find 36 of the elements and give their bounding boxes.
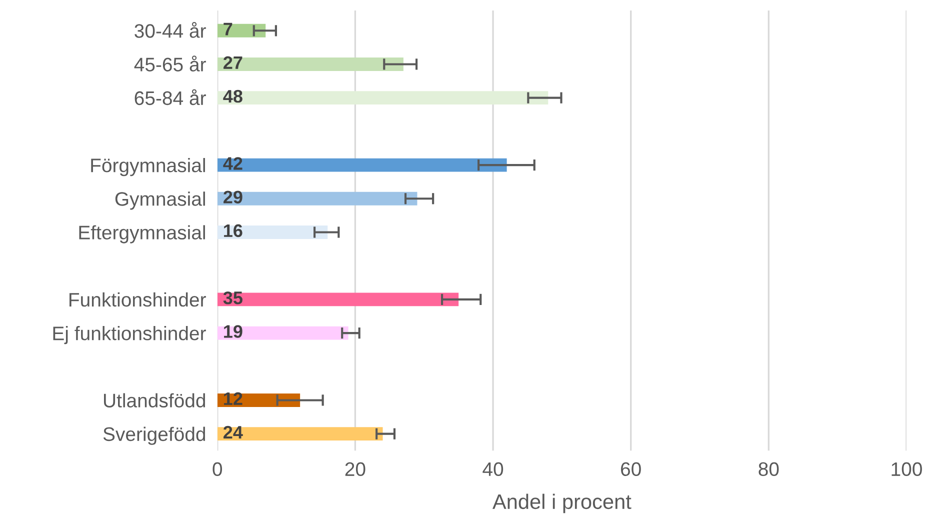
data-label: 24 xyxy=(224,426,243,439)
y-tick-label: Förgymnasial xyxy=(91,158,205,176)
x-tick-label: 100 xyxy=(892,462,922,476)
data-label: 19 xyxy=(224,325,242,338)
y-tick-label: Funktionshinder xyxy=(70,292,206,307)
y-tick-label: Utlandsfödd xyxy=(104,393,206,408)
y-tick-label: Gymnasial xyxy=(115,192,205,210)
x-tick-label: 20 xyxy=(345,462,366,476)
bar xyxy=(217,58,404,71)
data-label: 27 xyxy=(224,56,242,69)
bar xyxy=(217,24,266,38)
bar xyxy=(217,226,328,239)
bar xyxy=(217,158,507,172)
y-tick-label: 65-84 år xyxy=(134,89,206,106)
y-tick-label: 45-65 år xyxy=(134,56,206,72)
data-label: 29 xyxy=(224,190,242,204)
data-label: 48 xyxy=(223,90,242,103)
data-label: 35 xyxy=(223,292,242,304)
x-tick-label: 40 xyxy=(482,462,504,476)
y-tick-label: Eftergymnasial xyxy=(79,225,205,244)
x-axis-title: Andel i procent xyxy=(492,494,632,514)
x-tick-label: 0 xyxy=(212,462,222,476)
bar xyxy=(217,427,383,441)
bar xyxy=(217,326,348,340)
data-label: 7 xyxy=(224,22,232,36)
data-label: 42 xyxy=(223,157,242,170)
data-label: 16 xyxy=(224,224,242,238)
data-label: 12 xyxy=(224,392,242,405)
y-tick-label: Sverigefödd xyxy=(103,426,206,445)
x-tick-label: 60 xyxy=(621,462,641,476)
bar xyxy=(217,192,418,206)
y-tick-label: 30-44 år xyxy=(134,22,206,38)
x-tick-label: 80 xyxy=(758,462,779,476)
bar xyxy=(217,91,548,105)
bar xyxy=(217,292,459,306)
y-tick-label: Ej funktionshinder xyxy=(53,326,206,344)
